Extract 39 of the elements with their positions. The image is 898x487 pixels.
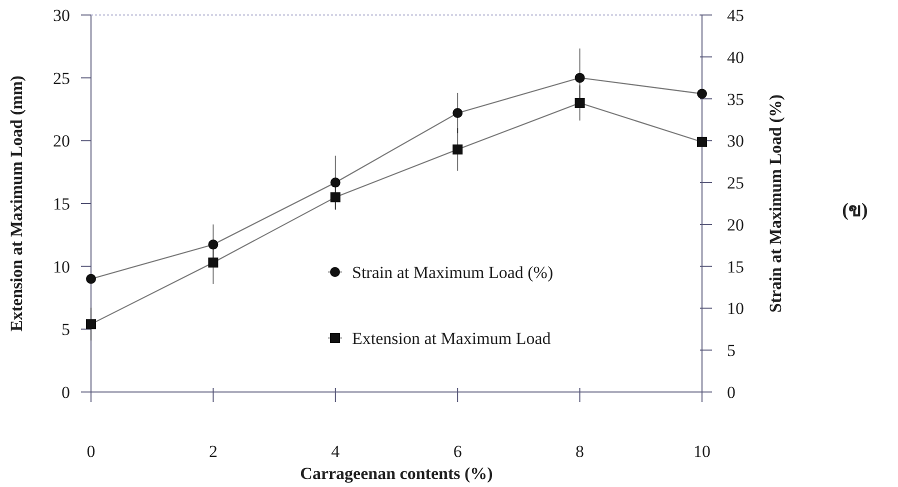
y-tick-label: 0 [62,383,70,402]
y2-tick-label: 25 [727,174,744,193]
x-tick-label: 0 [86,442,96,461]
point [452,144,463,154]
y2-tick-label: 5 [727,341,736,360]
point [86,319,96,330]
y2-tick-label: 35 [727,90,744,109]
point [330,178,340,188]
y-tick-label: 30 [53,6,70,25]
point [574,98,585,108]
y2-tick-label: 30 [727,132,744,151]
y2-tick-label: 20 [727,215,744,234]
y2-tick-label: 40 [727,48,744,67]
x-tick-label: 2 [208,442,218,461]
x-tick-label: 8 [576,442,584,461]
x-tick-label: 4 [331,442,340,461]
point [697,88,707,99]
point [208,258,218,268]
y-tick-label: 15 [53,194,70,214]
x-axis-title: Carrageenan contents (%) [300,464,493,483]
point [86,274,96,284]
point [208,240,218,250]
x-tick-label: 10 [694,442,710,461]
point [452,108,463,118]
y-tick-label: 5 [62,320,70,340]
point [697,136,707,147]
y-axis-title: Extension at Maximum Load (mm) [7,76,26,332]
y-tick-label: 10 [53,257,70,276]
point [574,72,585,83]
y2-tick-label: 0 [727,383,736,402]
x-tick-label: 6 [453,442,462,461]
y2-tick-label: 15 [727,257,744,276]
y2-axis-title: Strain at Maximum Load (%) [766,94,785,313]
y-tick-label: 20 [53,132,70,151]
point [330,192,340,202]
text: (ข) [842,200,868,221]
y2-tick-label: 10 [727,299,744,318]
y2-tick-label: 45 [727,6,744,25]
y-tick-label: 25 [53,68,70,88]
